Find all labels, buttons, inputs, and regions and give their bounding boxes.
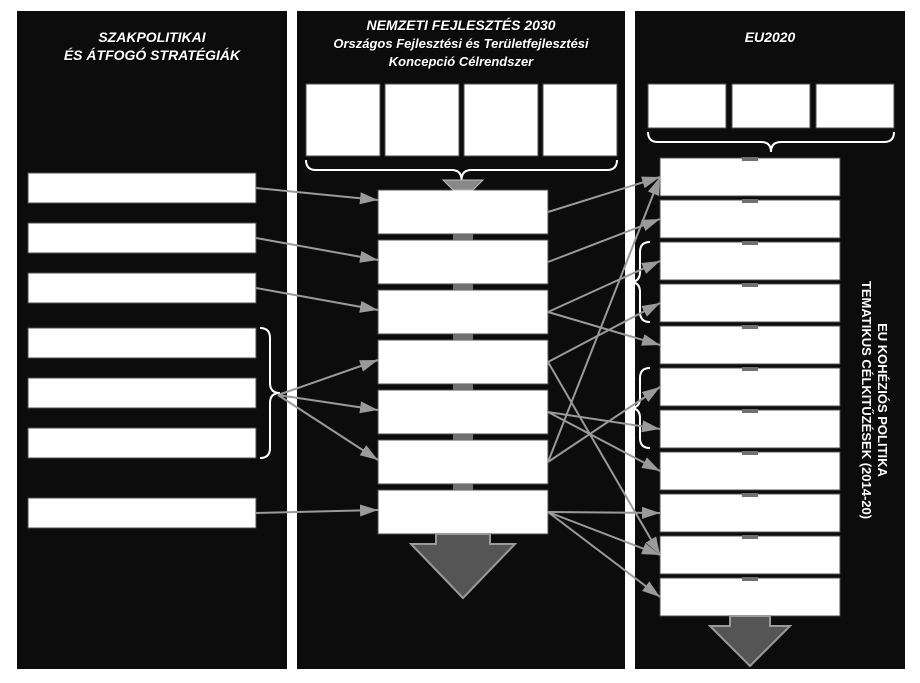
center-stack-sep-1 — [453, 284, 473, 290]
right-stack-notch-9 — [742, 535, 758, 539]
center-stack-sep-0 — [453, 234, 473, 240]
center-top-box-0 — [306, 84, 380, 156]
svg-text:EU2020: EU2020 — [745, 29, 796, 45]
svg-text:ÉS ÁTFOGÓ STRATÉGIÁK: ÉS ÁTFOGÓ STRATÉGIÁK — [64, 46, 241, 63]
right-stack-box-9 — [660, 536, 840, 574]
center-stack-box-4 — [378, 390, 548, 434]
center-stack-sep-5 — [453, 484, 473, 490]
right-stack-notch-1 — [742, 199, 758, 203]
center-stack-box-6 — [378, 490, 548, 534]
right-top-box-2 — [816, 84, 894, 128]
diagram-canvas: SZAKPOLITIKAISZAKPOLITIKAIÉS ÁTFOGÓ STRA… — [0, 0, 920, 683]
center-top-box-1 — [385, 84, 459, 156]
right-stack-box-7 — [660, 452, 840, 490]
right-stack-box-2 — [660, 242, 840, 280]
right-stack-notch-2 — [742, 241, 758, 245]
right-vertical-subtitle: TEMATIKUS CÉLKITŰZÉSEK (2014-20) — [859, 281, 874, 519]
right-stack-notch-0 — [742, 157, 758, 161]
edge — [548, 512, 660, 513]
svg-text:Koncepció Célrendszer: Koncepció Célrendszer — [389, 54, 534, 69]
right-top-box-0 — [648, 84, 726, 128]
right-top-box-1 — [732, 84, 810, 128]
right-stack-box-6 — [660, 410, 840, 448]
right-stack-notch-4 — [742, 325, 758, 329]
right-stack-box-3 — [660, 284, 840, 322]
center-stack-sep-2 — [453, 334, 473, 340]
right-stack-box-5 — [660, 368, 840, 406]
right-stack-notch-10 — [742, 577, 758, 581]
left-box-4 — [28, 378, 256, 408]
right-stack-box-4 — [660, 326, 840, 364]
left-box-0 — [28, 173, 256, 203]
right-stack-box-10 — [660, 578, 840, 616]
right-stack-box-8 — [660, 494, 840, 532]
left-box-1 — [28, 223, 256, 253]
svg-text:SZAKPOLITIKAI: SZAKPOLITIKAI — [98, 29, 206, 45]
center-stack-box-0 — [378, 190, 548, 234]
left-box-6 — [28, 498, 256, 528]
svg-text:Országos Fejlesztési és Terül: Országos Fejlesztési és Területfejleszté… — [333, 36, 589, 51]
center-top-box-3 — [543, 84, 617, 156]
center-stack-box-2 — [378, 290, 548, 334]
svg-text:NEMZETI FEJLESZTÉS 2030: NEMZETI FEJLESZTÉS 2030 — [366, 17, 555, 33]
right-vertical-title: EU KOHÉZIÓS POLITIKA — [875, 323, 890, 477]
right-stack-notch-8 — [742, 493, 758, 497]
center-stack-sep-4 — [453, 434, 473, 440]
left-box-3 — [28, 328, 256, 358]
right-stack-notch-6 — [742, 409, 758, 413]
center-top-box-2 — [464, 84, 538, 156]
center-stack-sep-3 — [453, 384, 473, 390]
left-box-2 — [28, 273, 256, 303]
right-stack-box-0 — [660, 158, 840, 196]
right-stack-notch-7 — [742, 451, 758, 455]
left-box-5 — [28, 428, 256, 458]
right-stack-box-1 — [660, 200, 840, 238]
center-stack-box-1 — [378, 240, 548, 284]
right-stack-notch-5 — [742, 367, 758, 371]
svg-text:EU KOHÉZIÓS POLITIKA: EU KOHÉZIÓS POLITIKA — [875, 323, 890, 477]
center-stack-box-3 — [378, 340, 548, 384]
svg-text:TEMATIKUS CÉLKITŰZÉSEK (2014-2: TEMATIKUS CÉLKITŰZÉSEK (2014-20) — [859, 281, 874, 519]
center-stack-box-5 — [378, 440, 548, 484]
right-stack-notch-3 — [742, 283, 758, 287]
